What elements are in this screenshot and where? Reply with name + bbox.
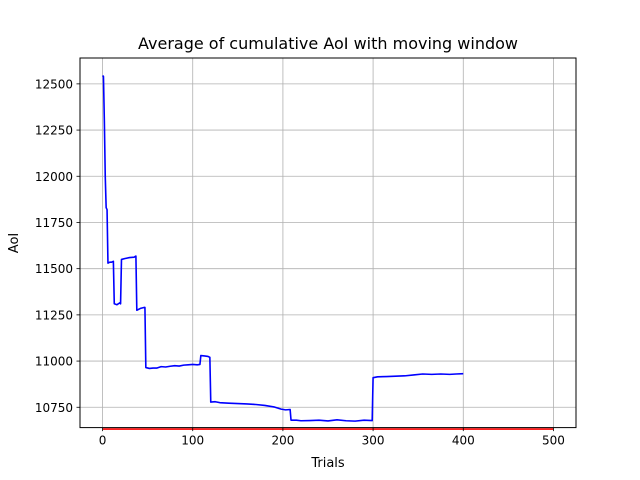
x-tick-label: 200 bbox=[271, 434, 294, 448]
y-tick-label: 12250 bbox=[35, 124, 73, 138]
y-tick-label: 12000 bbox=[35, 170, 73, 184]
x-tick-label: 0 bbox=[99, 434, 107, 448]
grid-lines bbox=[80, 58, 576, 428]
x-axis-label: Trials bbox=[310, 456, 345, 471]
y-tick-label: 11250 bbox=[35, 308, 73, 322]
x-tick-label: 400 bbox=[452, 434, 475, 448]
x-tick-label: 300 bbox=[362, 434, 385, 448]
x-ticks: 0 100 200 300 400 500 bbox=[99, 427, 565, 448]
y-tick-label: 11750 bbox=[35, 216, 73, 230]
y-tick-label: 12500 bbox=[35, 77, 73, 91]
y-ticks: 10750 11000 11250 11500 11750 12000 12250 12500 bbox=[35, 77, 80, 415]
y-tick-label: 10750 bbox=[35, 401, 73, 415]
plot-series bbox=[101, 75, 554, 430]
y-tick-label: 11500 bbox=[35, 262, 73, 276]
y-axis-label: AoI bbox=[7, 233, 22, 253]
chart-title: Average of cumulative AoI with moving wi… bbox=[138, 34, 518, 53]
series-line-blue bbox=[101, 75, 464, 422]
y-tick-label: 11000 bbox=[35, 355, 73, 369]
x-tick-label: 500 bbox=[542, 434, 565, 448]
x-tick-label: 100 bbox=[181, 434, 204, 448]
plot-frame bbox=[79, 57, 577, 429]
